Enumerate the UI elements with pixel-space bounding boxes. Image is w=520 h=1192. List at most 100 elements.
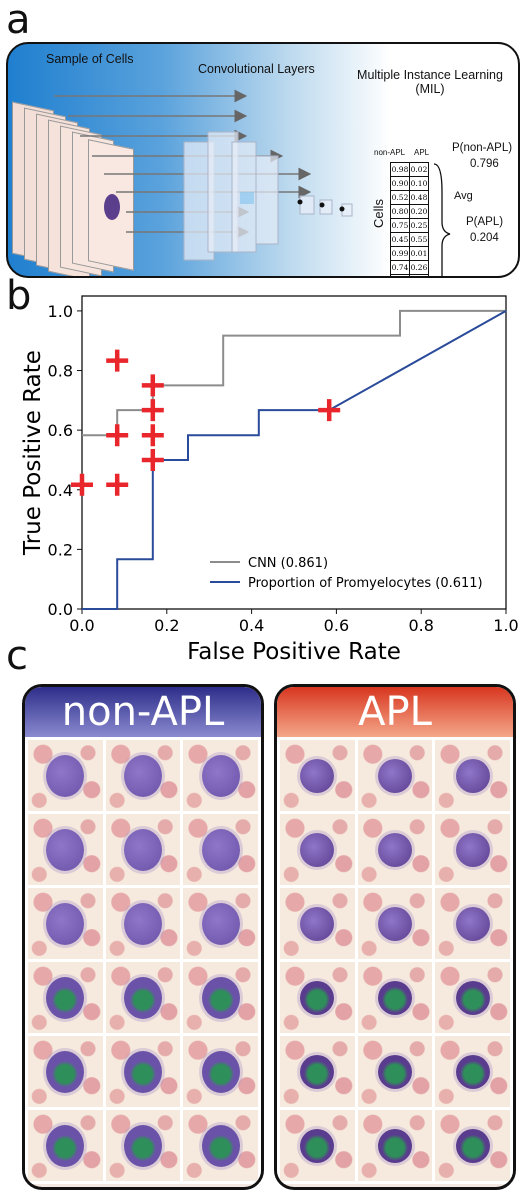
cell-nucleus-icon	[201, 828, 240, 871]
apl-cell-image	[435, 962, 510, 1033]
col-apl-header: APL	[414, 148, 430, 157]
nonapl-cell-image	[105, 740, 181, 811]
apl-cell-image	[357, 888, 433, 959]
cell-sample-stack	[8, 44, 148, 276]
red-plus-marker	[141, 424, 164, 447]
red-plus-marker	[141, 448, 164, 471]
cell-nucleus-icon	[201, 1124, 240, 1167]
panel-letter-a: a	[6, 0, 31, 43]
conv-layers-label: Convolutional Layers	[198, 62, 315, 76]
apl-cell-image	[435, 1110, 510, 1181]
nonapl-cell-image	[28, 888, 103, 959]
apl-title: APL	[277, 687, 513, 737]
avg-label: Avg	[454, 190, 473, 202]
y-tick-label: 0.6	[48, 421, 73, 440]
apl-cell-image	[280, 962, 355, 1033]
apl-cell-image	[357, 1036, 433, 1107]
roc-line-series-2	[82, 310, 507, 610]
y-tick-label: 0.8	[48, 362, 73, 381]
plot-frame	[81, 295, 507, 610]
nonapl-cell-image	[28, 962, 103, 1033]
cell-nucleus-icon	[300, 758, 335, 793]
nonapl-cell-image	[105, 814, 181, 885]
nonapl-cell-image	[105, 888, 181, 959]
y-tick-label: 1.0	[48, 302, 73, 321]
apl-cell-image	[435, 740, 510, 811]
apl-prob-cell: 0.26	[409, 260, 429, 275]
cell-nucleus-icon	[201, 976, 240, 1019]
red-plus-marker	[106, 424, 129, 447]
x-axis-label: False Positive Rate	[187, 639, 401, 665]
nonapl-cell-image	[28, 814, 103, 885]
cell-nucleus-icon	[300, 1128, 335, 1163]
cell-nucleus-icon	[46, 976, 85, 1019]
cell-nucleus-icon	[377, 1054, 412, 1089]
mil-label: Multiple Instance Learning (MIL)	[357, 68, 503, 96]
cell-nucleus-icon	[455, 980, 490, 1015]
cell-nucleus-icon	[46, 754, 85, 797]
cell-nucleus-icon	[123, 976, 162, 1019]
nonapl-cell-grid	[25, 737, 261, 1184]
nonapl-cell-image	[183, 814, 258, 885]
apl-prob-cell: 0.20	[409, 204, 429, 219]
y-axis-label: True Positive Rate	[20, 350, 46, 556]
apl-cell-image	[435, 1036, 510, 1107]
x-tick-label: 0.4	[239, 616, 264, 635]
flow-arrows	[54, 89, 353, 261]
cell-nucleus-icon	[455, 906, 490, 941]
nonapl-prob-cell: 0.99	[390, 246, 410, 261]
apl-cell-image	[357, 740, 433, 811]
legend-entry-1: CNN (0.861)	[248, 556, 328, 571]
mil-table-row: 0.75 0.25	[390, 218, 429, 233]
apl-cell-image	[280, 814, 355, 885]
sample-cell-icon	[104, 194, 120, 220]
cell-nucleus-icon	[46, 1050, 85, 1093]
x-tick-label: 0.6	[324, 616, 349, 635]
cell-nucleus-icon	[377, 832, 412, 867]
x-tick-label: 0.2	[154, 616, 179, 635]
conv-layers-icon	[183, 131, 353, 261]
x-tick-label: 1.0	[493, 616, 518, 635]
nonapl-prob-cell: 0.98	[390, 162, 410, 177]
p-nonapl-value: 0.796	[470, 158, 499, 170]
cell-nucleus-icon	[201, 1050, 240, 1093]
nonapl-cell-image	[105, 1110, 181, 1181]
apl-cell-image	[357, 962, 433, 1033]
mil-table-row: 0.98 0.02	[390, 162, 429, 177]
cell-nucleus-icon	[46, 1124, 85, 1167]
sample-of-cells-label: Sample of Cells	[46, 52, 134, 66]
p-apl-label: P(APL)	[466, 216, 504, 228]
nonapl-cell-image	[183, 888, 258, 959]
nonapl-cell-image	[28, 740, 103, 811]
apl-prob-cell: 0.55	[409, 232, 429, 247]
apl-cell-image	[280, 740, 355, 811]
p-nonapl-label: P(non-APL)	[452, 142, 513, 154]
cell-nucleus-icon	[377, 906, 412, 941]
red-plus-marker	[106, 473, 129, 496]
nonapl-cell-image	[183, 1110, 258, 1181]
cell-nucleus-icon	[455, 832, 490, 867]
red-plus-marker	[318, 399, 341, 422]
mil-table-row: 0.80 0.20	[390, 204, 429, 219]
y-tick-label: 0.0	[48, 600, 73, 619]
mil-table-row: 0.910.09	[390, 274, 429, 276]
red-plus-marker	[71, 473, 93, 496]
nonapl-cell-image	[28, 1110, 103, 1181]
apl-cell-image	[435, 814, 510, 885]
y-tick-label: 0.2	[48, 540, 73, 559]
apl-cell-image	[280, 1110, 355, 1181]
cell-nucleus-icon	[201, 754, 240, 797]
x-tick-label: 0.0	[69, 616, 94, 635]
mil-table-row: 0.52 0.48	[390, 190, 429, 205]
apl-prob-cell: 0.02	[409, 162, 429, 177]
cell-nucleus-icon	[300, 1054, 335, 1089]
roc-chart-svg: 0.0 0.2 0.4 0.6 0.8 1.0 0.0 0.2 0.4 0.6 0.8 1.0 Fals…	[20, 295, 519, 665]
nonapl-cell-image	[105, 1036, 181, 1107]
cell-nucleus-icon	[377, 980, 412, 1015]
cell-nucleus-icon	[300, 980, 335, 1015]
red-plus-marker	[141, 374, 164, 397]
cell-nucleus-icon	[201, 902, 240, 945]
nonapl-cell-image	[105, 962, 181, 1033]
cell-nucleus-icon	[123, 1124, 162, 1167]
red-plus-marker	[106, 349, 129, 372]
